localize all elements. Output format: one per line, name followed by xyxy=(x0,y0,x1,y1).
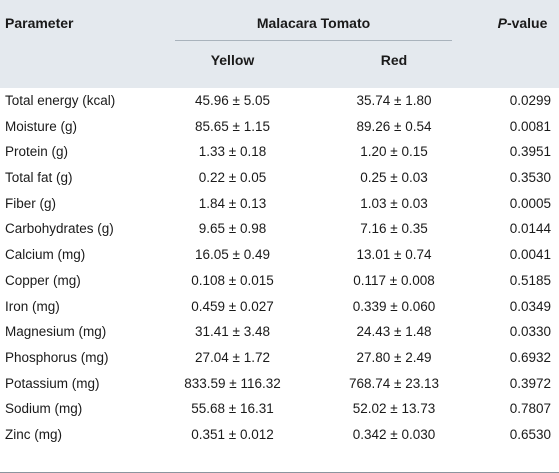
row-yellow-value: 16.05 ± 0.49 xyxy=(195,247,270,263)
row-p-value: 0.0005 xyxy=(509,195,551,211)
row-parameter: Fiber (g) xyxy=(5,195,57,211)
row-yellow-value: 9.65 ± 0.98 xyxy=(198,221,267,237)
row-p-value: 0.0299 xyxy=(509,93,551,108)
row-parameter: Total energy (kcal) xyxy=(5,93,116,108)
row-p-value: 0.0081 xyxy=(509,118,551,134)
row-parameter: Phosphorus (mg) xyxy=(5,349,109,365)
header-yellow: Yellow xyxy=(210,52,255,68)
row-parameter: Carbohydrates (g) xyxy=(5,221,114,237)
header-p-value-rest: -value xyxy=(506,15,548,31)
row-yellow-value: 55.68 ± 16.31 xyxy=(191,401,274,417)
row-red-value: 7.16 ± 0.35 xyxy=(360,221,428,237)
table-row: Calcium (mg) 16.05 ± 0.49 13.01 ± 0.74 0.00… xyxy=(0,242,559,268)
row-red-value: 35.74 ± 1.80 xyxy=(356,93,432,108)
table-row: Total fat (g) 0.22 ± 0.05 0.25 ± 0.03 0.353… xyxy=(0,165,559,191)
row-red-value: 24.43 ± 1.48 xyxy=(356,324,432,340)
row-red-value: 768.74 ± 23.13 xyxy=(349,375,439,391)
table-header: Parameter Malacara Tomato P-value Yellow… xyxy=(0,0,559,88)
table-row: Protein (g) 1.33 ± 0.18 1.20 ± 0.15 0.3951 xyxy=(0,139,559,165)
table-row: Iron (mg) 0.459 ± 0.027 0.339 ± 0.060 0.034… xyxy=(0,294,559,320)
header-p-value: P-value xyxy=(486,15,559,31)
table-row: Phosphorus (mg) 27.04 ± 1.72 27.80 ± 2.49 0… xyxy=(0,345,559,371)
table-row: Fiber (g) 1.84 ± 0.13 1.03 ± 0.03 0.0005 xyxy=(0,191,559,217)
group-header-rule xyxy=(175,40,452,41)
row-yellow-value: 45.96 ± 5.05 xyxy=(195,93,270,108)
table-row: Potassium (mg) 833.59 ± 116.32 768.74 ± 23… xyxy=(0,371,559,397)
row-red-value: 52.02 ± 13.73 xyxy=(352,401,436,417)
row-yellow-value: 0.459 ± 0.027 xyxy=(191,298,274,314)
row-p-value: 0.0330 xyxy=(509,324,551,340)
row-p-value: 0.5185 xyxy=(509,272,551,288)
table-row: Zinc (mg) 0.351 ± 0.012 0.342 ± 0.030 0.653… xyxy=(0,422,559,448)
row-p-value: 0.6530 xyxy=(509,426,551,442)
row-red-value: 0.25 ± 0.03 xyxy=(360,170,428,186)
table-row: Carbohydrates (g) 9.65 ± 0.98 7.16 ± 0.35 0… xyxy=(0,216,559,242)
row-yellow-value: 833.59 ± 116.32 xyxy=(184,375,281,391)
row-parameter: Total fat (g) xyxy=(5,170,73,186)
row-red-value: 13.01 ± 0.74 xyxy=(356,247,432,263)
row-yellow-value: 31.41 ± 3.48 xyxy=(195,324,270,340)
table-row: Copper (mg) 0.108 ± 0.015 0.117 ± 0.008 0.5… xyxy=(0,268,559,294)
row-red-value: 1.03 ± 0.03 xyxy=(360,195,428,211)
row-parameter: Potassium (mg) xyxy=(5,375,100,391)
row-p-value: 0.3972 xyxy=(509,375,551,391)
row-parameter: Iron (mg) xyxy=(5,298,60,314)
table-row: Magnesium (mg) 31.41 ± 3.48 24.43 ± 1.48 0.… xyxy=(0,319,559,345)
header-p-value-italic: P xyxy=(497,15,507,31)
row-yellow-value: 85.65 ± 1.15 xyxy=(195,118,270,134)
row-p-value: 0.3530 xyxy=(509,170,551,186)
header-malacara-tomato: Malacara Tomato xyxy=(256,15,371,31)
row-p-value: 0.0041 xyxy=(509,247,551,263)
table-row: Total energy (kcal) 45.96 ± 5.05 35.74 ± 1… xyxy=(0,88,559,114)
row-yellow-value: 1.33 ± 0.18 xyxy=(198,144,267,160)
row-red-value: 89.26 ± 0.54 xyxy=(356,118,432,134)
table-body: Total energy (kcal) 45.96 ± 5.05 35.74 ± 1… xyxy=(0,88,559,448)
row-red-value: 27.80 ± 2.49 xyxy=(356,349,432,365)
row-parameter: Zinc (mg) xyxy=(5,426,62,442)
row-parameter: Protein (g) xyxy=(5,144,69,160)
row-red-value: 1.20 ± 0.15 xyxy=(360,144,428,160)
row-parameter: Calcium (mg) xyxy=(5,247,86,263)
row-yellow-value: 0.22 ± 0.05 xyxy=(198,170,267,186)
row-parameter: Magnesium (mg) xyxy=(5,324,107,340)
row-p-value: 0.3951 xyxy=(509,144,551,160)
row-yellow-value: 1.84 ± 0.13 xyxy=(198,195,267,211)
row-p-value: 0.0144 xyxy=(509,221,551,237)
row-p-value: 0.6932 xyxy=(509,349,551,365)
table-row: Sodium (mg) 55.68 ± 16.31 52.02 ± 13.73 0.7… xyxy=(0,396,559,422)
row-parameter: Sodium (mg) xyxy=(5,401,83,417)
row-yellow-value: 0.351 ± 0.012 xyxy=(191,426,274,442)
table-row: Moisture (g) 85.65 ± 1.15 89.26 ± 0.54 0.00… xyxy=(0,114,559,140)
row-red-value: 0.117 ± 0.008 xyxy=(353,272,435,288)
row-parameter: Moisture (g) xyxy=(5,118,78,134)
header-red: Red xyxy=(380,52,408,68)
row-red-value: 0.342 ± 0.030 xyxy=(352,426,436,442)
header-parameter: Parameter xyxy=(5,15,74,31)
row-yellow-value: 27.04 ± 1.72 xyxy=(195,349,270,365)
row-red-value: 0.339 ± 0.060 xyxy=(352,298,436,314)
row-parameter: Copper (mg) xyxy=(5,272,81,288)
row-yellow-value: 0.108 ± 0.015 xyxy=(191,272,274,288)
row-p-value: 0.0349 xyxy=(509,298,551,314)
row-p-value: 0.7807 xyxy=(509,401,551,417)
